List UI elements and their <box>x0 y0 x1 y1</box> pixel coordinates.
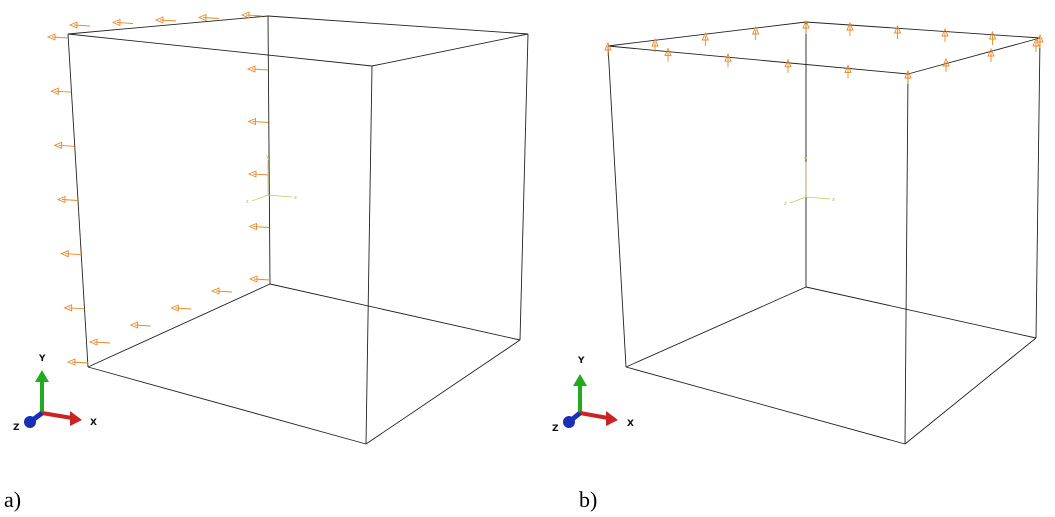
load-arrow <box>844 64 852 79</box>
load-arrow <box>68 21 91 29</box>
load-arrow <box>846 21 854 36</box>
load-arrow <box>987 47 995 62</box>
load-arrow <box>664 47 672 62</box>
load-arrow <box>240 11 263 19</box>
load-arrow <box>1032 37 1040 52</box>
panel-b-caption: b) <box>579 487 598 512</box>
load-arrow <box>111 18 134 27</box>
triad-z-label: Z <box>13 423 20 433</box>
cube-a <box>67 15 529 445</box>
panel-a-caption: a) <box>4 487 22 512</box>
load-arrow <box>604 41 612 56</box>
load-arrow <box>724 53 732 68</box>
csys-a: y x z <box>246 154 297 205</box>
csys-x-label: x <box>832 197 835 203</box>
triad-x-label: X <box>90 418 97 428</box>
load-arrow <box>1036 33 1044 48</box>
load-arrow <box>154 16 177 24</box>
triad-y-label: Y <box>577 356 585 366</box>
load-arrow <box>784 58 792 73</box>
load-arrow <box>210 287 233 295</box>
load-arrow <box>651 37 659 52</box>
load-arrow <box>88 338 111 346</box>
load-arrow <box>53 141 75 150</box>
load-arrow <box>941 27 949 42</box>
load-arrow <box>46 33 69 41</box>
triad-x-arrow <box>606 411 618 426</box>
load-arrow <box>246 65 269 73</box>
load-arrow <box>942 57 950 72</box>
load-arrow <box>60 249 82 258</box>
triad-y-arrow <box>573 374 587 386</box>
load-arrow <box>56 195 79 204</box>
load-arrow <box>802 19 810 34</box>
load-arrow <box>170 304 192 312</box>
csys-b: y x z <box>784 156 835 207</box>
load-arrow <box>197 13 220 22</box>
csys-z-label: z <box>784 201 787 207</box>
load-arrow <box>63 304 85 312</box>
triad-z-arrow <box>563 416 575 428</box>
load-arrows-a <box>46 11 271 366</box>
load-arrow <box>66 358 89 366</box>
view-triad-a: Y X Z <box>13 354 97 433</box>
load-arrow <box>247 170 270 178</box>
triad-z-arrow <box>24 416 36 428</box>
load-arrow <box>129 321 151 329</box>
panel-b: y x z Y X Z <box>552 19 1044 445</box>
load-arrow <box>893 24 902 39</box>
load-arrow <box>247 117 269 126</box>
load-arrows-b <box>604 19 1044 84</box>
csys-y-label: y <box>266 154 269 160</box>
load-arrow <box>751 25 760 40</box>
cube-b <box>607 21 1041 445</box>
load-arrow <box>904 69 912 84</box>
load-arrow <box>701 31 710 46</box>
triad-y-arrow <box>35 370 49 382</box>
panel-a: y x z Y X Z <box>13 11 529 445</box>
load-arrow <box>988 30 997 45</box>
triad-z-label: Z <box>552 424 559 434</box>
load-arrow <box>248 222 270 231</box>
view-triad-b: Y X Z <box>552 356 634 434</box>
csys-x-label: x <box>294 195 297 201</box>
triad-x-arrow <box>70 411 82 426</box>
csys-y-label: y <box>804 156 807 162</box>
load-arrow <box>248 275 271 283</box>
triad-y-label: Y <box>38 354 46 364</box>
triad-x-label: X <box>627 419 634 429</box>
csys-z-label: z <box>246 199 249 205</box>
load-arrow <box>50 87 72 95</box>
